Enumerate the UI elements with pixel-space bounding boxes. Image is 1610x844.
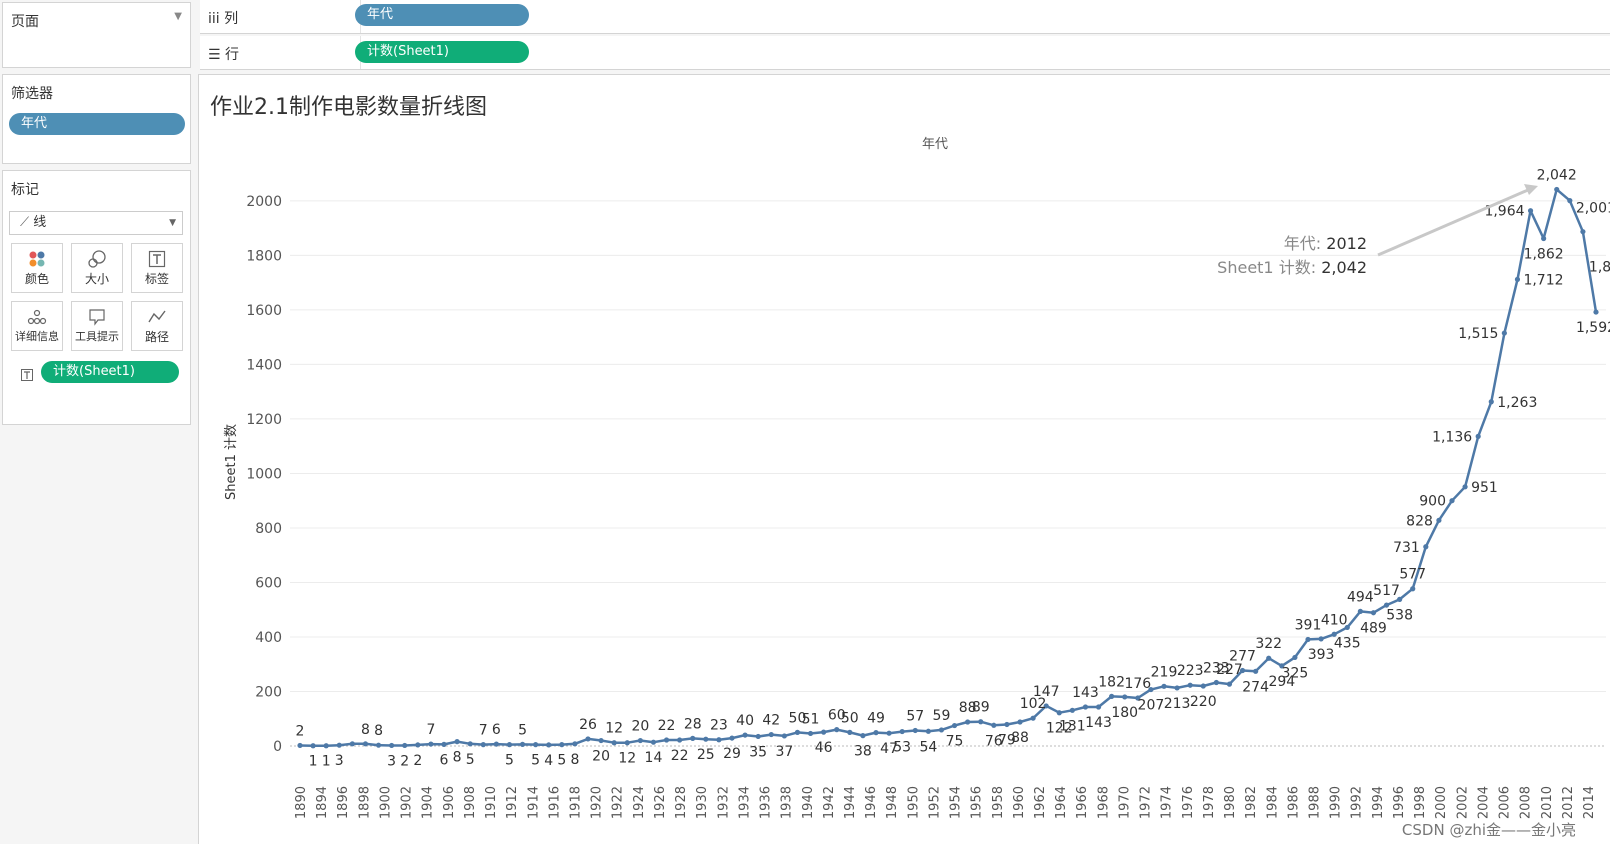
tooltip-button-label: 工具提示	[75, 330, 119, 343]
color-button[interactable]: 颜色	[11, 243, 63, 293]
sheet-title: 作业2.1制作电影数量折线图	[210, 95, 487, 120]
columns-pill-year[interactable]: 年代	[355, 4, 529, 26]
marks-panel-title: 标记	[11, 182, 39, 198]
label-button[interactable]: 标签	[131, 243, 183, 293]
marks-field-pill-count[interactable]: 计数(Sheet1)	[41, 361, 179, 383]
columns-icon: iii	[208, 11, 220, 27]
size-button-label: 大小	[84, 272, 109, 286]
detail-button[interactable]: 详细信息	[11, 301, 63, 351]
path-button[interactable]: 路径	[131, 301, 183, 351]
color-dots-icon	[12, 244, 62, 270]
pages-panel-title: 页面	[11, 14, 39, 30]
sheet-area: 作业2.1制作电影数量折线图	[198, 74, 1610, 844]
size-button[interactable]: 大小	[71, 243, 123, 293]
label-field-icon	[21, 366, 33, 385]
filter-pill-year[interactable]: 年代	[9, 113, 185, 135]
label-button-label: 标签	[144, 272, 169, 286]
mark-type-dropdown[interactable]: ⟋ 线 ▼	[9, 211, 183, 235]
tooltip-button[interactable]: 工具提示	[71, 301, 123, 351]
line-mark-icon: ⟋	[20, 215, 30, 230]
detail-button-label: 详细信息	[15, 330, 59, 343]
mark-type-label: 线	[33, 215, 47, 230]
path-button-label: 路径	[144, 330, 169, 344]
pages-panel: 页面 ▼	[2, 2, 191, 68]
rows-shelf[interactable]: ☰ 行 计数(Sheet1)	[200, 36, 1610, 70]
size-icon	[72, 244, 122, 270]
watermark: CSDN @zhi金——金小亮	[1401, 821, 1576, 839]
path-icon	[132, 302, 182, 328]
marks-panel: 标记 ⟋ 线 ▼ 颜色 大小 标签 详细信息 工具提示	[2, 170, 191, 425]
rows-pill-count[interactable]: 计数(Sheet1)	[355, 41, 529, 63]
detail-icon	[12, 302, 62, 328]
rows-icon: ☰	[208, 47, 221, 63]
color-button-label: 颜色	[24, 272, 49, 286]
columns-label: 列	[224, 11, 239, 27]
filters-panel: 筛选器 年代	[2, 74, 191, 164]
rows-label: 行	[225, 47, 240, 63]
filters-panel-title: 筛选器	[11, 86, 53, 102]
label-icon	[132, 244, 182, 270]
chevron-down-icon: ▼	[169, 218, 176, 228]
columns-shelf[interactable]: iii 列 年代	[200, 0, 1610, 34]
tooltip-icon	[72, 302, 122, 328]
chevron-down-icon[interactable]: ▼	[174, 11, 182, 22]
